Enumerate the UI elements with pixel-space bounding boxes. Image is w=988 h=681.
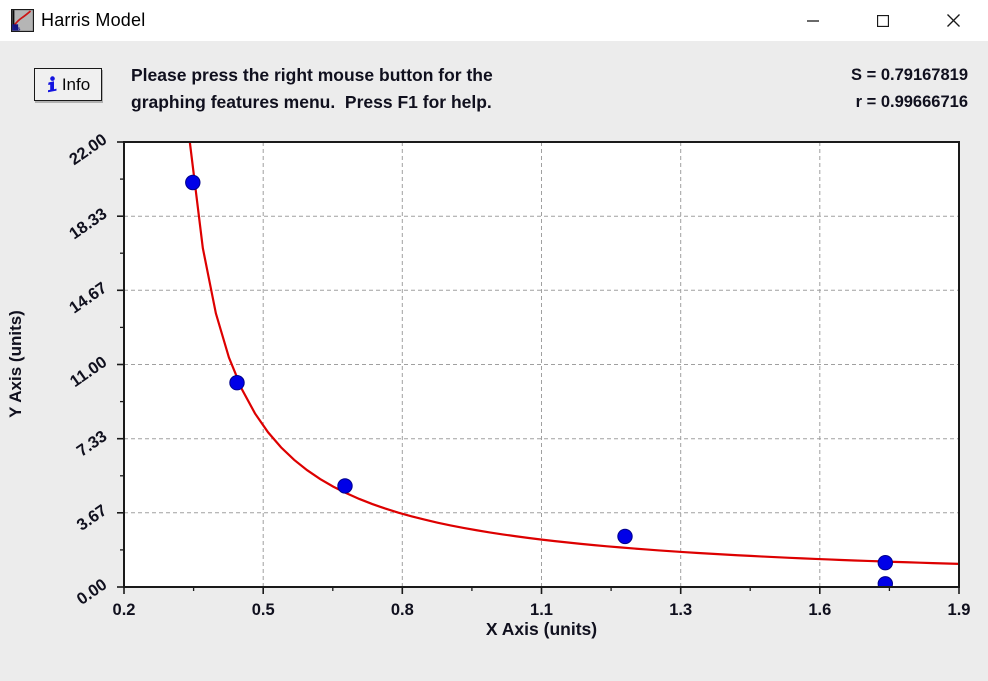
svg-text:0.00: 0.00 [74,576,111,609]
svg-text:1.3: 1.3 [669,601,692,619]
svg-text:1.9: 1.9 [948,601,971,619]
svg-text:7.33: 7.33 [74,427,111,460]
svg-text:1.1: 1.1 [530,601,553,619]
svg-text:0.8: 0.8 [391,601,414,619]
svg-text:lks: lks [12,26,20,32]
svg-text:1.6: 1.6 [808,601,831,619]
svg-text:3.67: 3.67 [74,501,111,534]
svg-text:14.67: 14.67 [66,279,110,317]
svg-text:0.5: 0.5 [252,601,275,619]
svg-text:18.33: 18.33 [66,205,110,243]
svg-text:11.00: 11.00 [67,353,110,391]
svg-text:22.00: 22.00 [66,131,110,169]
svg-text:0.2: 0.2 [113,601,136,619]
